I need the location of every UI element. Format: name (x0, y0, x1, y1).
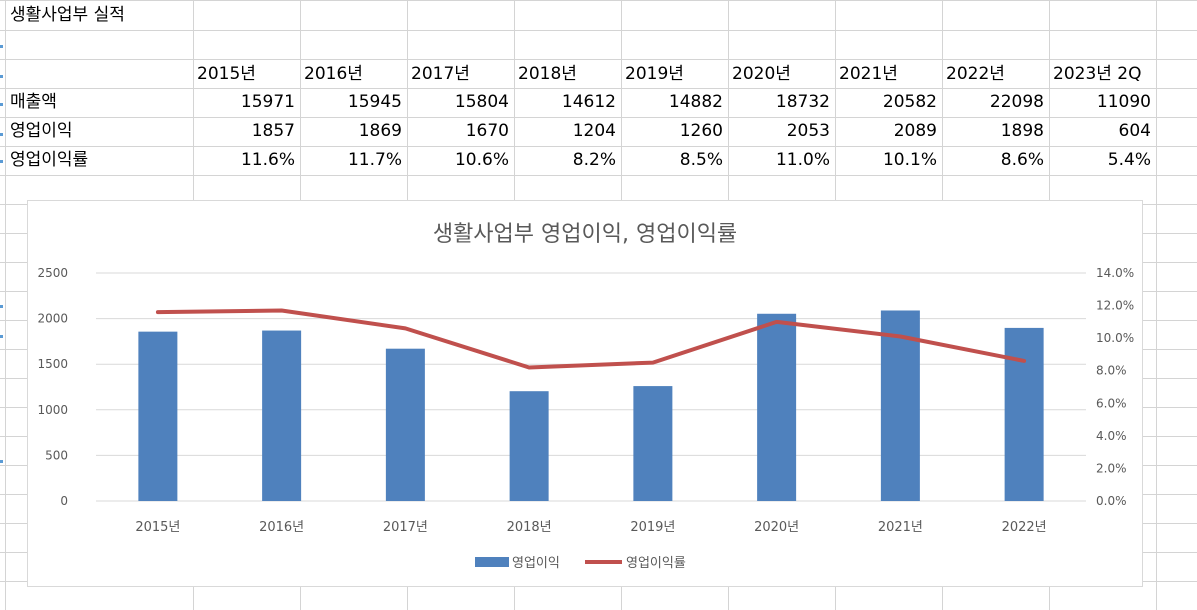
data-cell: 8.2% (572, 150, 616, 170)
bar (385, 348, 425, 501)
bar (262, 330, 302, 501)
data-cell: 8.5% (679, 150, 723, 170)
row-label: 영업이익 (10, 121, 73, 141)
data-cell: 14882 (668, 92, 723, 112)
data-cell: 1260 (679, 121, 723, 141)
y-left-tick-label: 1000 (37, 403, 68, 417)
data-cell: 2089 (893, 121, 937, 141)
row-edge-marker (0, 75, 3, 78)
data-cell: 15804 (454, 92, 509, 112)
chart-title: 생활사업부 영업이익, 영업이익률 (433, 222, 737, 247)
x-tick-label: 2019년 (630, 520, 675, 535)
data-cell: 11.7% (347, 150, 402, 170)
bar (633, 386, 673, 501)
data-cell: 1869 (358, 121, 402, 141)
bar (1004, 327, 1044, 501)
y-right-tick-label: 12.0% (1096, 299, 1134, 313)
y-right-tick-label: 2.0% (1096, 461, 1127, 475)
data-cell: 20582 (882, 92, 937, 112)
row-edge-marker (0, 160, 3, 163)
row-edge-marker (0, 45, 3, 48)
bar (757, 313, 797, 501)
year-header: 2019년 (625, 64, 684, 84)
data-cell: 15945 (347, 92, 402, 112)
year-header: 2015년 (197, 64, 256, 84)
y-right-tick-label: 10.0% (1096, 331, 1134, 345)
data-cell: 14612 (561, 92, 616, 112)
data-cell: 1204 (572, 121, 616, 141)
row-gridline (0, 59, 1197, 60)
year-header: 2017년 (411, 64, 470, 84)
row-edge-marker (0, 305, 3, 308)
row-edge-marker (0, 103, 3, 106)
sheet-title: 생활사업부 실적 (10, 5, 125, 25)
line-series (155, 308, 1027, 370)
row-gridline (0, 146, 1197, 147)
row-gridline (0, 88, 1197, 89)
row-label: 영업이익률 (10, 150, 89, 170)
year-header: 2016년 (304, 64, 363, 84)
row-gridline (0, 117, 1197, 118)
data-cell: 11.6% (240, 150, 295, 170)
data-cell: 10.1% (882, 150, 937, 170)
x-tick-label: 2020년 (754, 520, 799, 535)
row-edge-marker (0, 460, 3, 463)
data-cell: 10.6% (454, 150, 509, 170)
data-cell: 18732 (775, 92, 830, 112)
y-left-tick-label: 500 (45, 448, 68, 462)
year-header: 2021년 (839, 64, 898, 84)
bar (880, 310, 920, 501)
year-header: 2022년 (946, 64, 1005, 84)
chart-canvas: 생활사업부 영업이익, 영업이익률 0 500 1000 1500 2000 2500 0.0… (37, 222, 1134, 571)
x-tick-label: 2018년 (507, 520, 552, 535)
y-left-tick-label: 2000 (37, 312, 68, 326)
data-cell: 1898 (1000, 121, 1044, 141)
y-right-tick-label: 6.0% (1096, 396, 1127, 410)
year-header: 2020년 (732, 64, 791, 84)
y-left-tick-label: 1500 (37, 357, 68, 371)
row-gridline (0, 0, 1197, 1)
y-right-tick-label: 4.0% (1096, 429, 1127, 443)
legend-label: 영업이익 (512, 556, 560, 571)
bar (509, 391, 549, 501)
y-right-tick-label: 8.0% (1096, 364, 1127, 378)
x-tick-label: 2021년 (878, 520, 923, 535)
year-header: 2018년 (518, 64, 577, 84)
data-cell: 8.6% (1000, 150, 1044, 170)
y-left-tick-label: 0 (60, 494, 68, 508)
row-label: 매출액 (10, 92, 57, 112)
year-header: 2023년 2Q (1053, 64, 1142, 84)
y-left-tick-label: 2500 (37, 266, 68, 280)
column-gridline (1156, 0, 1157, 610)
column-gridline (5, 0, 6, 610)
data-cell: 5.4% (1107, 150, 1151, 170)
data-cell: 604 (1118, 121, 1151, 141)
data-cell: 2053 (786, 121, 830, 141)
data-cell: 1670 (465, 121, 509, 141)
data-cell: 1857 (251, 121, 295, 141)
data-cell: 11090 (1096, 92, 1151, 112)
x-tick-label: 2015년 (135, 520, 180, 535)
row-edge-marker (0, 133, 3, 136)
data-cell: 22098 (989, 92, 1044, 112)
data-cell: 15971 (240, 92, 295, 112)
row-gridline (0, 175, 1197, 176)
y-right-tick-label: 14.0% (1096, 266, 1134, 280)
x-tick-label: 2016년 (259, 520, 304, 535)
row-gridline (0, 30, 1197, 31)
bar (138, 331, 178, 501)
row-edge-marker (0, 335, 3, 338)
combo-chart[interactable]: 생활사업부 영업이익, 영업이익률 0 500 1000 1500 2000 2500 0.0… (27, 200, 1143, 587)
y-right-tick-label: 0.0% (1096, 494, 1127, 508)
legend-label: 영업이익률 (626, 556, 686, 571)
x-tick-label: 2017년 (383, 520, 428, 535)
data-cell: 11.0% (775, 150, 830, 170)
legend-swatch-bar (475, 557, 509, 567)
x-tick-label: 2022년 (1002, 520, 1047, 535)
